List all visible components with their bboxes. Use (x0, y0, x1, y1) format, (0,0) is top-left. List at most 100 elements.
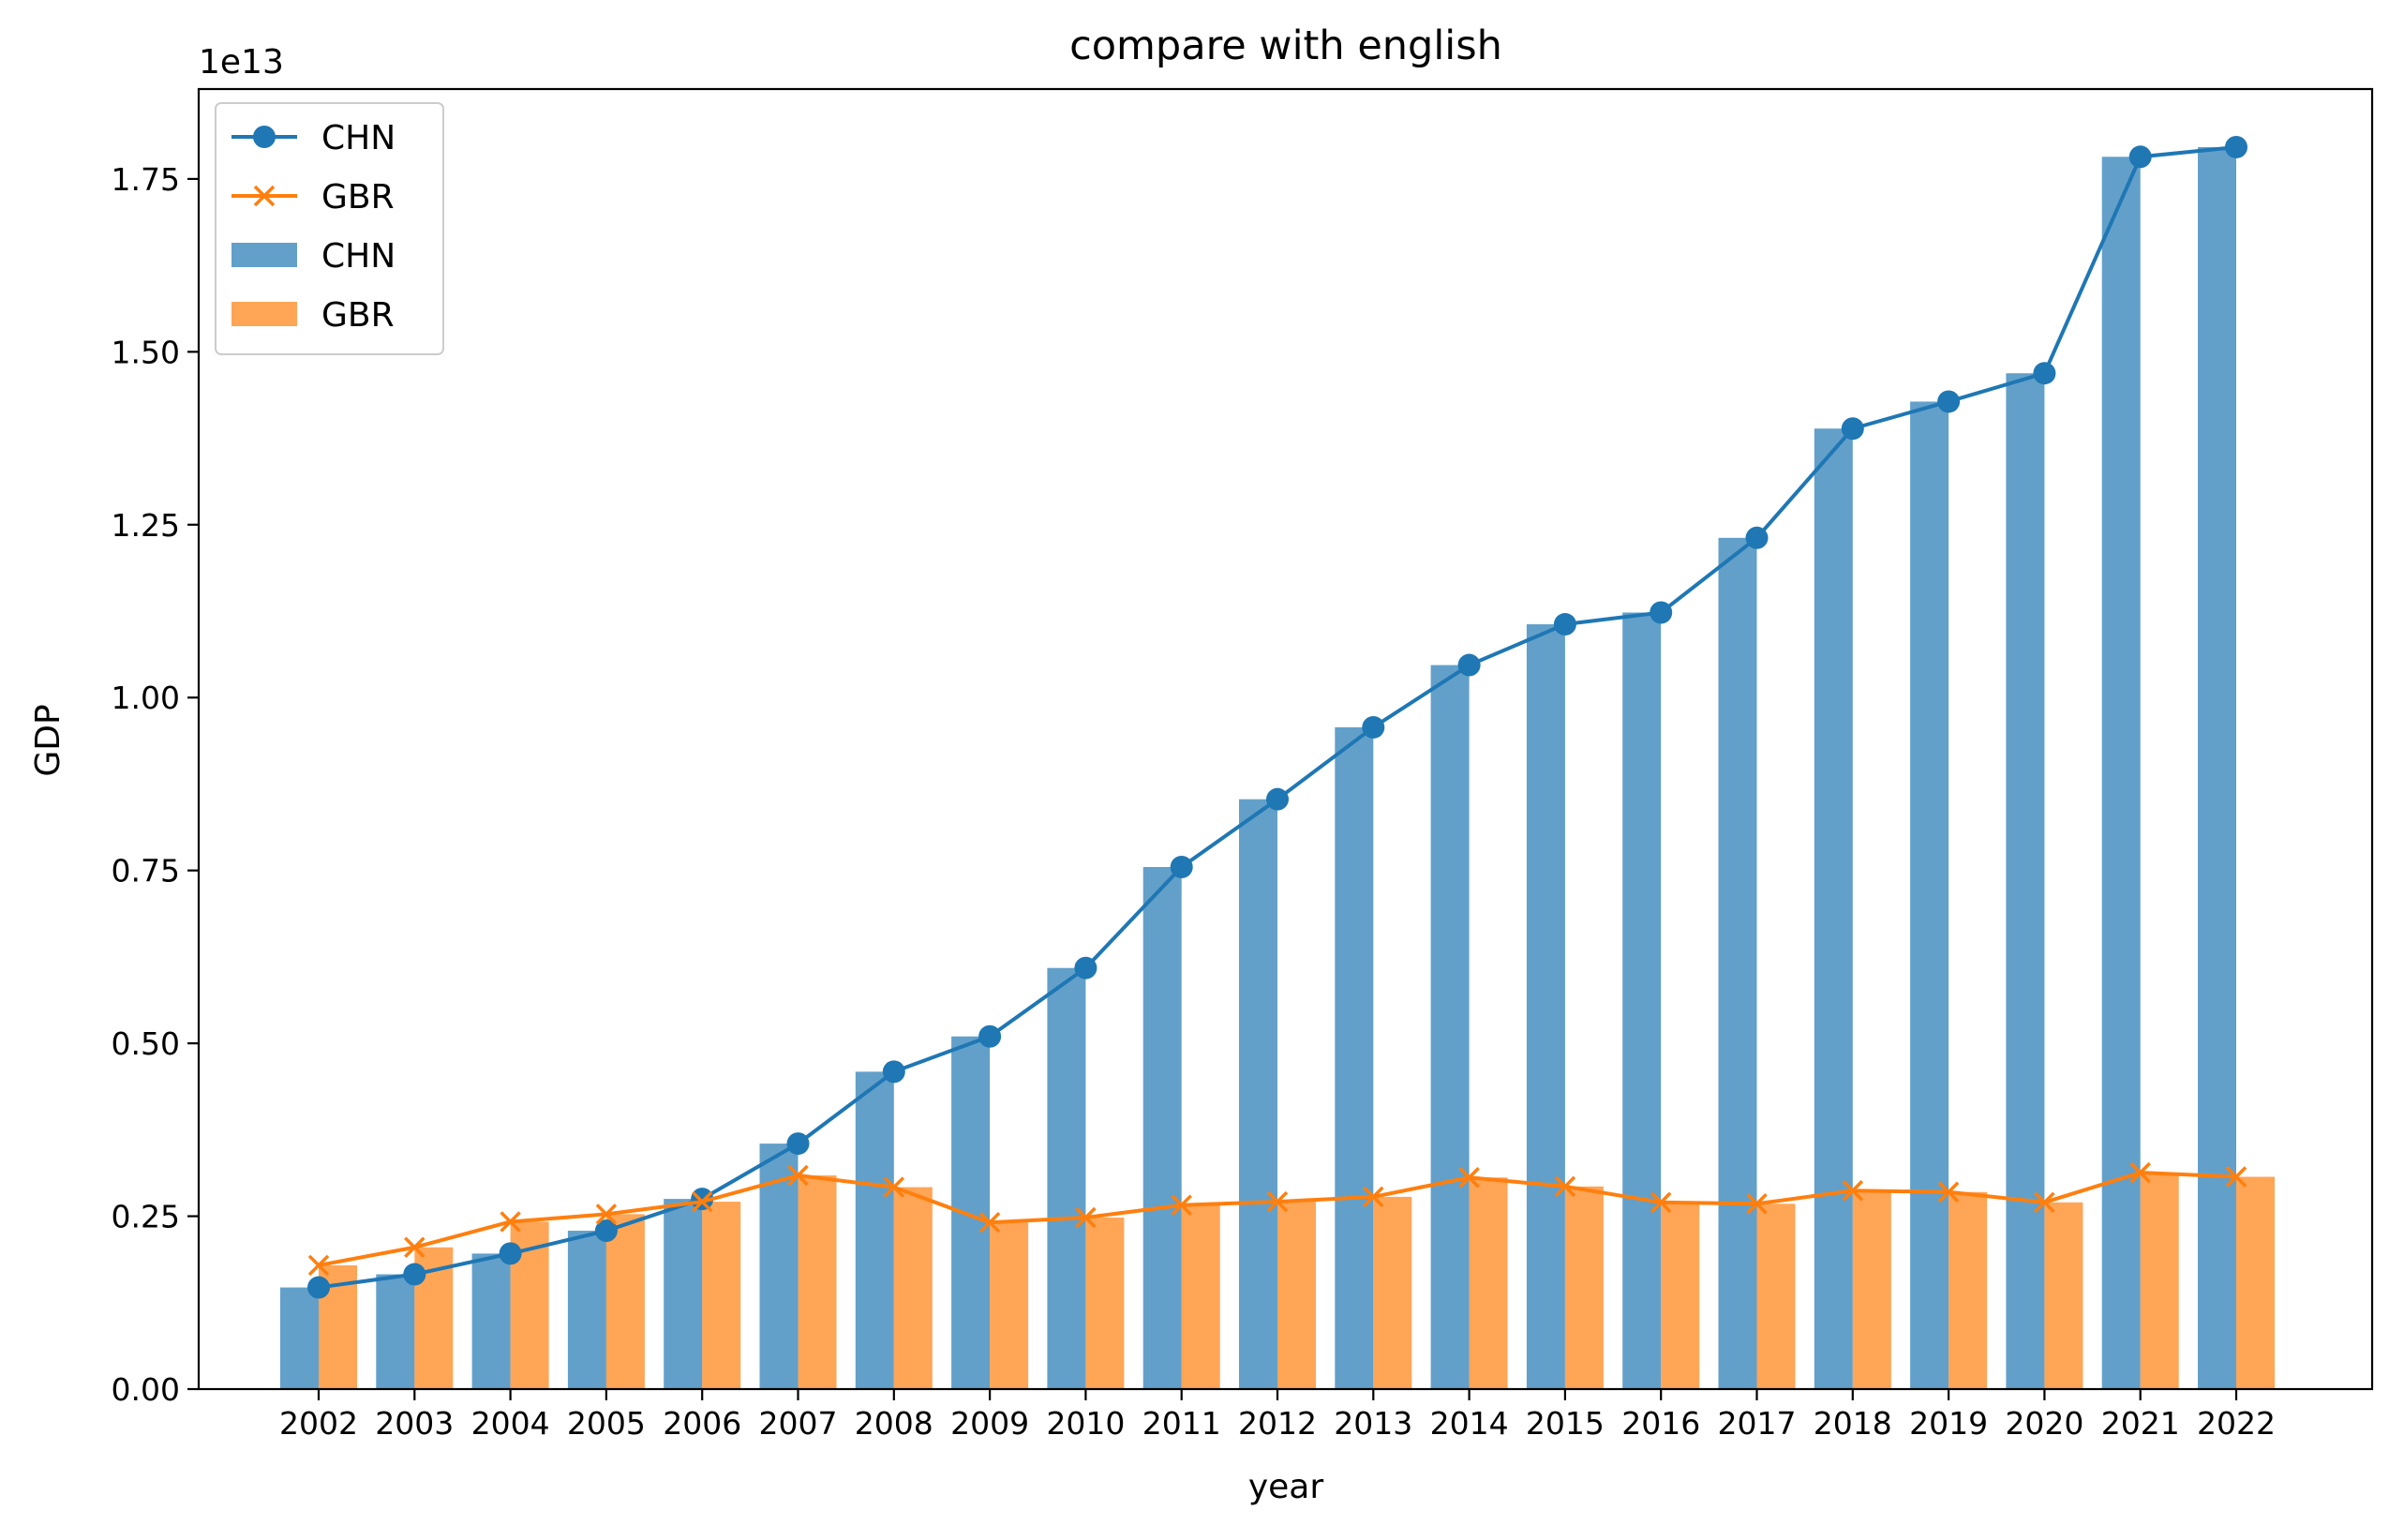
legend-entry-bar-gbr: GBR (231, 296, 395, 335)
marker-chn-2013 (1362, 715, 1385, 739)
chart-title: compare with english (1069, 22, 1502, 69)
marker-stroke (1937, 1181, 1960, 1203)
marker-gbr-2003 (404, 1236, 426, 1258)
x-tick-label: 2006 (663, 1405, 741, 1442)
bar-chn-2012 (1239, 799, 1277, 1389)
marker-chn-2019 (1937, 390, 1961, 413)
x-tick-label: 2011 (1142, 1405, 1221, 1442)
marker-chn-2004 (499, 1242, 522, 1265)
bar-chn-2016 (1622, 612, 1662, 1389)
x-tick-label: 2017 (1718, 1405, 1797, 1442)
x-tick-label: 2003 (375, 1405, 454, 1442)
marker-gbr-2005 (595, 1204, 618, 1225)
legend-label: GBR (321, 178, 395, 217)
marker-gbr-2002 (307, 1254, 330, 1277)
marker-stroke (1363, 1186, 1384, 1208)
marker-gbr-2017 (1746, 1193, 1768, 1215)
bar-gbr-2016 (1661, 1202, 1700, 1389)
marker-chn-2015 (1553, 613, 1576, 636)
marker-chn-2016 (1650, 601, 1673, 624)
marker-chn-2007 (786, 1132, 810, 1156)
y-tick-label: 0.25 (112, 1199, 180, 1235)
marker-chn-2020 (2033, 362, 2056, 385)
x-tick-label: 2021 (2101, 1405, 2180, 1442)
marker-gbr-2008 (883, 1176, 905, 1198)
marker-gbr-2013 (1363, 1186, 1384, 1208)
legend-box (215, 102, 444, 355)
marker-chn-2006 (691, 1188, 714, 1211)
plot-frame (197, 87, 2374, 1391)
x-tick-label: 2002 (279, 1405, 358, 1442)
x-tick-label: 2004 (471, 1405, 550, 1442)
marker-chn-2018 (1841, 417, 1864, 441)
lines-layer (307, 135, 2247, 1299)
marker-gbr-2022 (2225, 1166, 2247, 1188)
bar-chn-2004 (471, 1253, 511, 1389)
marker-chn-2021 (2128, 145, 2152, 169)
x-tick-label: 2019 (1909, 1405, 1988, 1442)
marker-stroke (1266, 1190, 1289, 1213)
bar-chn-2021 (2101, 157, 2141, 1390)
marker-chn-2014 (1457, 653, 1481, 677)
bar-gbr-2006 (702, 1202, 741, 1389)
x-tick-label: 2015 (1526, 1405, 1605, 1442)
marker-gbr-2015 (1554, 1175, 1576, 1198)
x-tick-label: 2007 (759, 1405, 838, 1442)
marker-stroke (1650, 1191, 1672, 1214)
marker-stroke (2129, 1161, 2151, 1184)
bar-chn-2003 (376, 1274, 415, 1389)
marker-stroke (307, 1254, 330, 1277)
marker-chn-2009 (978, 1024, 1002, 1048)
marker-chn-2010 (1074, 956, 1097, 979)
bar-chn-2014 (1430, 665, 1470, 1389)
bar-gbr-2021 (2140, 1173, 2179, 1389)
bar-gbr-2020 (2044, 1202, 2083, 1389)
x-tick-label: 2013 (1334, 1405, 1412, 1442)
bar-chn-2002 (280, 1287, 319, 1389)
x-tick-label: 2020 (2005, 1405, 2083, 1442)
bar-gbr-2008 (893, 1187, 933, 1389)
bar-gbr-2017 (1756, 1204, 1796, 1389)
x-tick-label: 2022 (2197, 1405, 2276, 1442)
bar-chn-2008 (855, 1071, 894, 1389)
legend-label: CHN (321, 119, 396, 157)
bar-gbr-2011 (1181, 1204, 1220, 1389)
axes-layer: 0.00 0.25 0.50 0.75 1.00 1.25 1.50 1.75 2002 2003… (112, 87, 2374, 1442)
bar-gbr-2009 (990, 1222, 1029, 1389)
bar-chn-2017 (1718, 537, 1757, 1389)
bar-gbr-2005 (605, 1214, 645, 1389)
legend-circle-marker (253, 126, 276, 148)
bar-gbr-2010 (1085, 1218, 1125, 1389)
bar-chn-2019 (1910, 401, 1949, 1389)
legend-entry-line-gbr: GBR (231, 178, 395, 217)
marker-chn-2008 (882, 1060, 905, 1084)
y-tick-label: 0.75 (112, 853, 180, 890)
marker-stroke (883, 1176, 905, 1198)
legend-bar-swatch (231, 243, 297, 267)
marker-chn-2011 (1170, 855, 1193, 878)
marker-stroke (978, 1211, 1001, 1233)
marker-gbr-2014 (1458, 1167, 1480, 1189)
legend-bar-swatch (231, 302, 297, 326)
marker-chn-2017 (1745, 526, 1769, 549)
bar-chn-2013 (1335, 726, 1374, 1389)
bars-layer (280, 146, 2275, 1390)
bar-gbr-2014 (1469, 1177, 1508, 1389)
marker-stroke (787, 1164, 809, 1187)
marker-gbr-2009 (978, 1211, 1001, 1233)
marker-gbr-2021 (2129, 1161, 2151, 1184)
marker-stroke (404, 1236, 426, 1258)
marker-chn-2003 (403, 1263, 426, 1286)
marker-chn-2002 (307, 1276, 330, 1299)
y-tick-label: 0.50 (112, 1025, 180, 1062)
y-tick-label: 1.00 (112, 680, 180, 716)
marker-stroke (500, 1211, 521, 1233)
marker-stroke (1458, 1167, 1480, 1189)
y-tick-label: 1.50 (112, 334, 180, 370)
marker-gbr-2012 (1266, 1190, 1289, 1213)
marker-stroke (1842, 1180, 1864, 1202)
x-axis-label: year (1248, 1468, 1324, 1506)
marker-gbr-2007 (787, 1164, 809, 1187)
x-tick-label: 2009 (950, 1405, 1029, 1442)
